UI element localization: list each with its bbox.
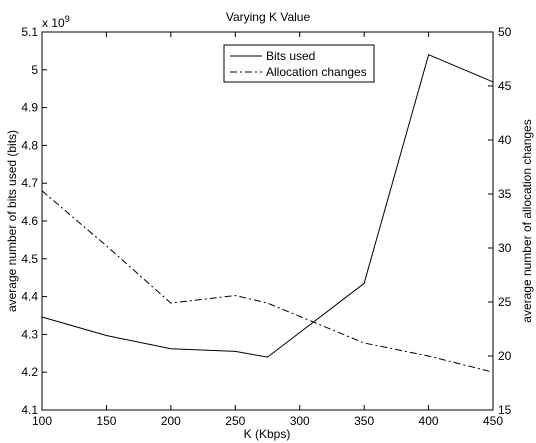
x-tick-label: 350 bbox=[354, 414, 374, 428]
x-tick-label: 450 bbox=[483, 414, 503, 428]
x-axis-label: K (Kbps) bbox=[244, 427, 291, 441]
y-right-tick-label: 45 bbox=[498, 79, 512, 93]
y-right-tick-label: 40 bbox=[498, 133, 512, 147]
y-left-tick-label: 4.6 bbox=[21, 214, 38, 228]
x-tick-label: 250 bbox=[225, 414, 245, 428]
y-left-multiplier-base: x 10 bbox=[42, 16, 65, 30]
y-right-tick-label: 30 bbox=[498, 241, 512, 255]
lines-layer bbox=[41, 54, 494, 373]
y-left-axis-label: average number of bits used (bits) bbox=[5, 130, 19, 312]
legend-label-allocation-changes: Allocation changes bbox=[266, 65, 367, 79]
x-tick-label: 200 bbox=[161, 414, 181, 428]
y-left-tick-label: 4.2 bbox=[21, 365, 38, 379]
y-left-tick-label: 4.4 bbox=[21, 290, 38, 304]
ticks-layer: 100 150 200 250 300 350 400 450 4.1 4.2 4.3 4.4 4.5 4… bbox=[21, 25, 511, 428]
chart-title: Varying K Value bbox=[226, 10, 311, 24]
y-left-tick-label: 4.8 bbox=[21, 138, 38, 152]
x-tick-label: 300 bbox=[290, 414, 310, 428]
y-left-tick-label: 5.1 bbox=[21, 25, 38, 39]
y-right-tick-label: 20 bbox=[498, 349, 512, 363]
y-left-tick-label: 4.3 bbox=[21, 327, 38, 341]
legend-label-bits-used: Bits used bbox=[266, 49, 315, 63]
y-right-axis-label: average number of allocation changes bbox=[520, 119, 534, 322]
y-left-multiplier-exponent: 9 bbox=[65, 14, 70, 24]
x-tick-label: 400 bbox=[419, 414, 439, 428]
legend: Bits used Allocation changes bbox=[223, 44, 375, 83]
y-left-multiplier: x 109 bbox=[42, 14, 70, 30]
y-right-tick-label: 15 bbox=[498, 403, 512, 417]
series-line-bits-used bbox=[41, 54, 494, 358]
y-right-tick-label: 50 bbox=[498, 25, 512, 39]
y-right-tick-label: 35 bbox=[498, 187, 512, 201]
y-left-tick-label: 4.5 bbox=[21, 252, 38, 266]
y-right-tick-label: 25 bbox=[498, 295, 512, 309]
y-left-tick-label: 4.7 bbox=[21, 176, 38, 190]
y-left-tick-label: 4.9 bbox=[21, 101, 38, 115]
y-left-tick-label: 4.1 bbox=[21, 403, 38, 417]
y-left-tick-label: 5 bbox=[31, 63, 38, 77]
x-tick-label: 150 bbox=[96, 414, 116, 428]
legend-box bbox=[223, 44, 375, 83]
x-tick-label: 100 bbox=[32, 414, 52, 428]
